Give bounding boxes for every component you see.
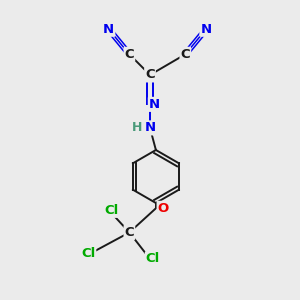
Text: N: N [200, 23, 211, 36]
Text: O: O [158, 202, 169, 215]
Text: N: N [149, 98, 160, 111]
Text: C: C [124, 226, 134, 239]
Text: C: C [124, 48, 134, 61]
Text: Cl: Cl [146, 252, 160, 266]
Text: Cl: Cl [105, 204, 119, 217]
Text: Cl: Cl [81, 247, 95, 260]
Text: H: H [132, 122, 142, 134]
Text: C: C [181, 48, 190, 61]
Text: N: N [103, 23, 114, 36]
Text: N: N [144, 122, 156, 134]
Text: C: C [145, 68, 155, 81]
